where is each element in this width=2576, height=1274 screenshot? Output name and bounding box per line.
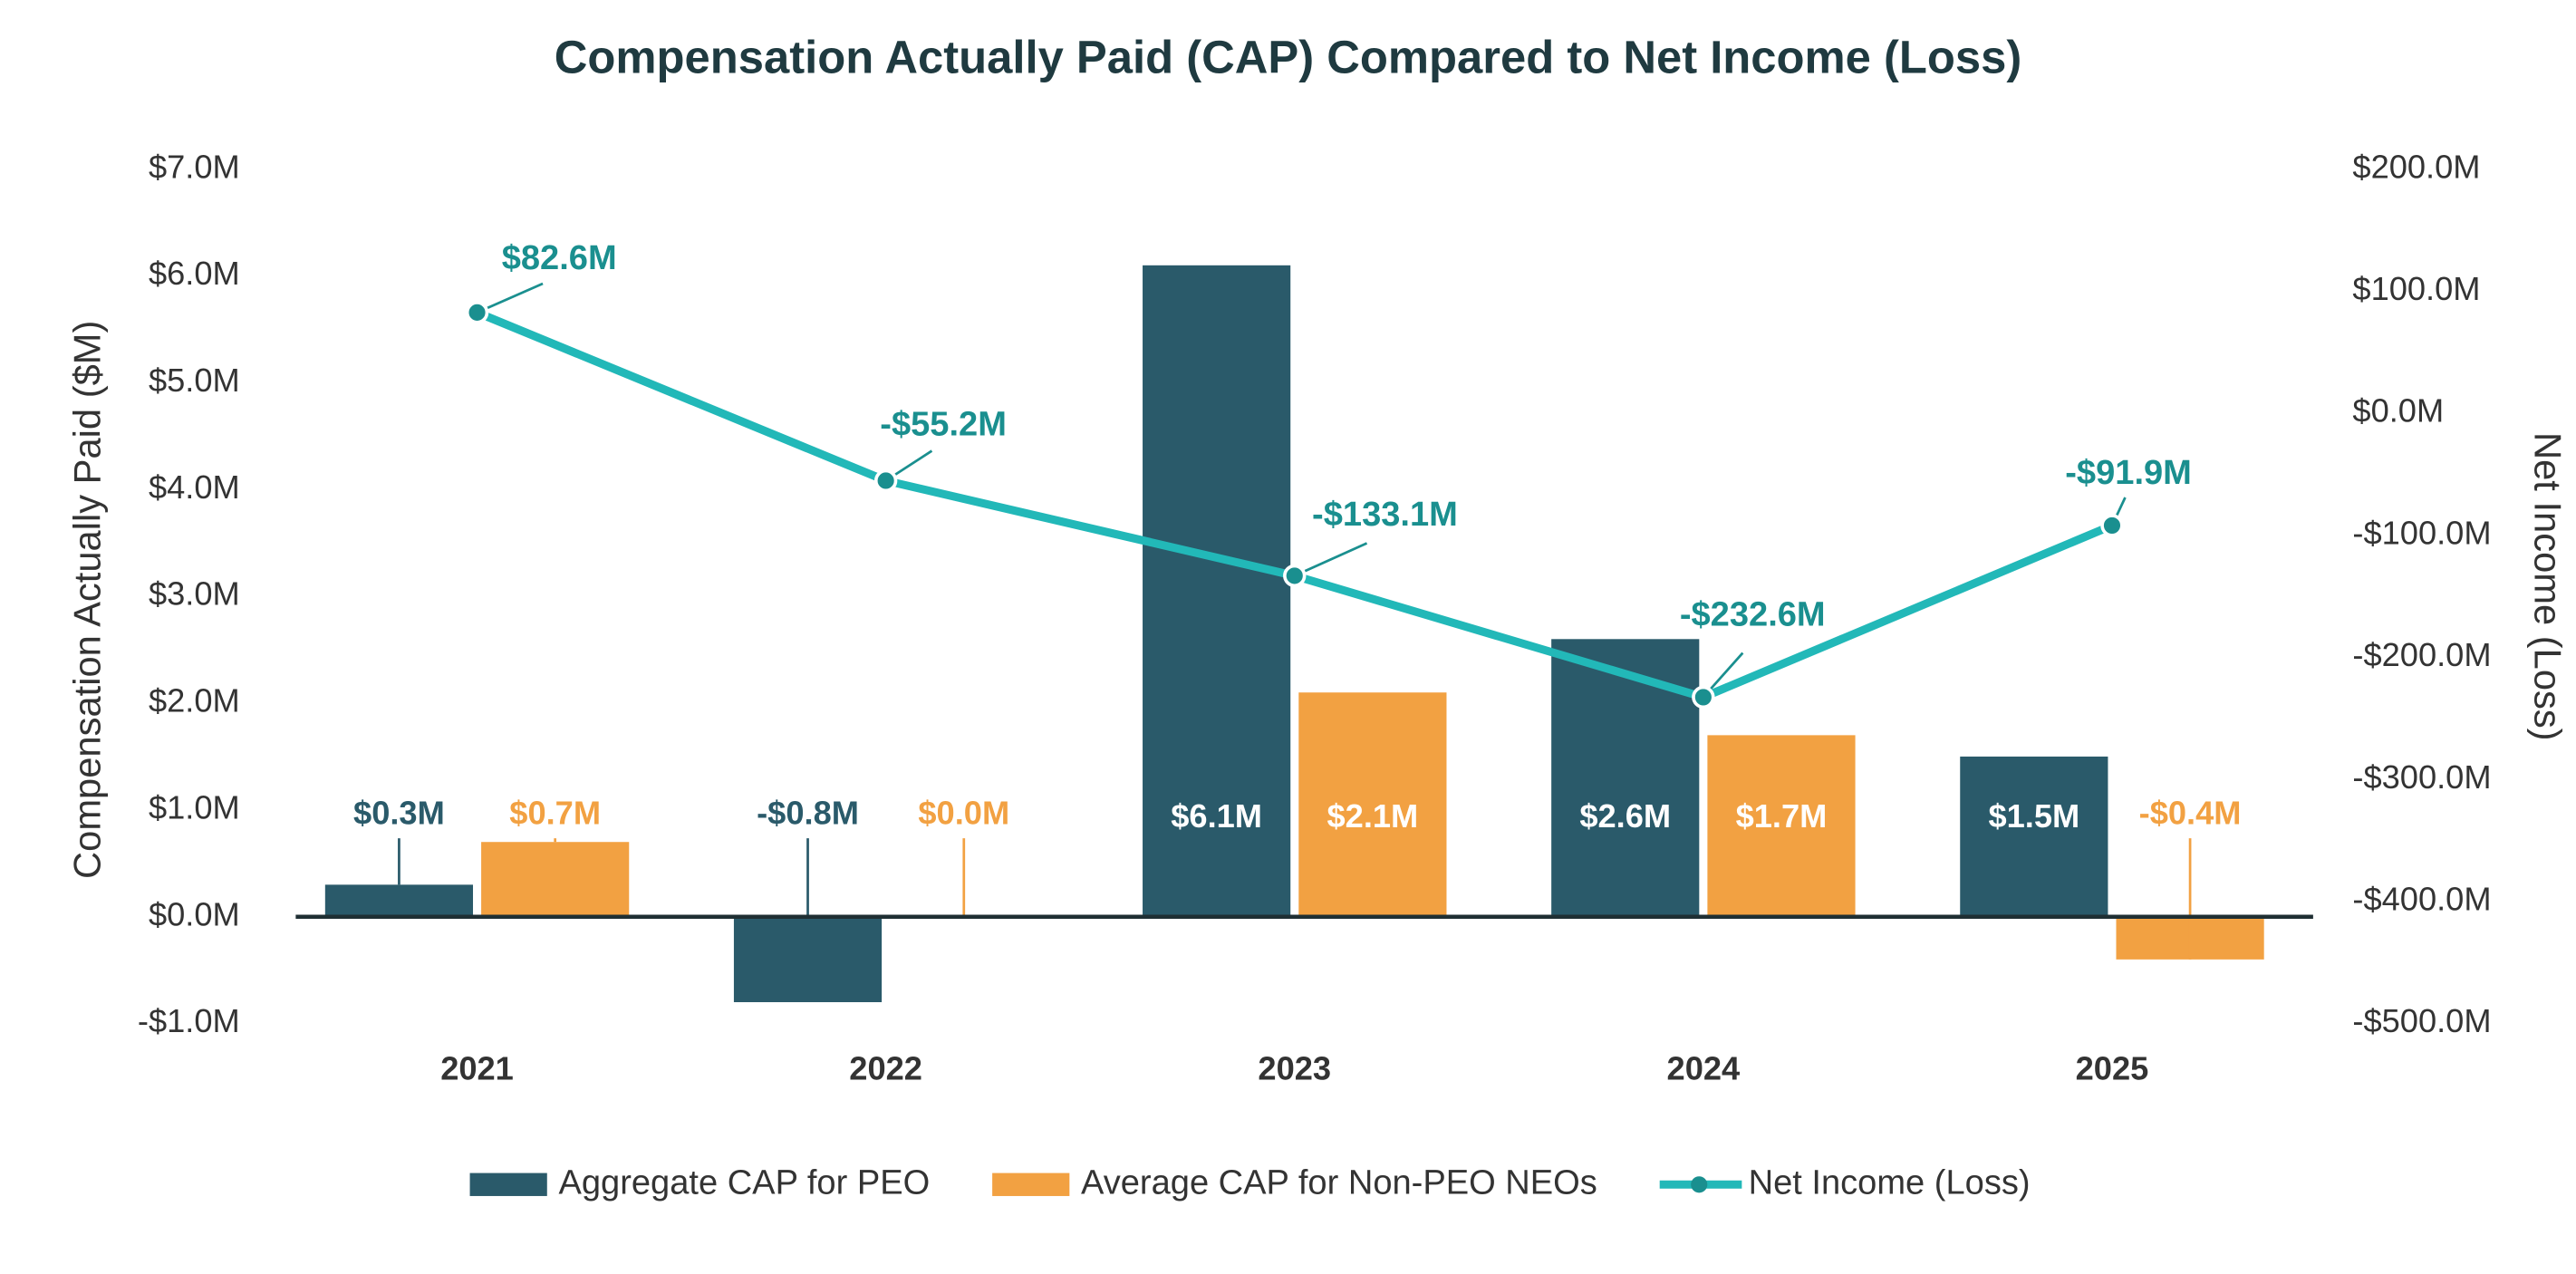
y-tick-label: $5.0M: [149, 362, 240, 399]
line: [475, 308, 2114, 702]
data-label: $0.3M: [353, 794, 445, 831]
chart-title: Compensation Actually Paid (CAP) Compare…: [555, 31, 2022, 82]
y-tick-label: $0.0M: [149, 895, 240, 932]
data-label: -$133.1M: [1312, 496, 1458, 534]
y2-tick-label: -$100.0M: [2352, 514, 2491, 551]
y2-tick-label: -$300.0M: [2352, 758, 2491, 796]
legend-swatch: [1691, 1176, 1708, 1193]
legend-label: Average CAP for Non-PEO NEOs: [1081, 1163, 1597, 1202]
bar: [481, 842, 630, 917]
bar: [324, 884, 474, 917]
line-point: [1283, 564, 1307, 588]
data-label: $6.1M: [1171, 797, 1262, 835]
x-tick-label: 2021: [440, 1050, 514, 1087]
data-label: $1.7M: [1736, 797, 1828, 835]
line-point: [465, 301, 489, 324]
y-tick-label: -$1.0M: [138, 1002, 240, 1039]
legend-label: Net Income (Loss): [1749, 1163, 2031, 1202]
x-tick-label: 2024: [1667, 1050, 1741, 1087]
x-tick-label: 2025: [2076, 1050, 2149, 1087]
y2-tick-label: $200.0M: [2352, 148, 2480, 185]
y-tick-label: $1.0M: [149, 788, 240, 825]
x-tick-label: 2022: [849, 1050, 922, 1087]
data-label: $1.5M: [1988, 797, 2079, 835]
legend-swatch: [992, 1173, 1070, 1196]
line-point: [2100, 514, 2124, 537]
legend-swatch: [469, 1173, 547, 1196]
bar: [1298, 692, 1447, 917]
y2-tick-label: -$200.0M: [2352, 636, 2491, 673]
data-label: $82.6M: [502, 239, 617, 277]
y2-tick-label: -$400.0M: [2352, 880, 2491, 917]
data-label: -$232.6M: [1680, 596, 1826, 634]
leader-line: [1294, 542, 1368, 577]
y2-tick-label: $0.0M: [2352, 392, 2444, 429]
y-tick-label: $4.0M: [149, 468, 240, 506]
x-tick-label: 2023: [1258, 1050, 1331, 1087]
y2-axis-label: Net Income (Loss): [2527, 432, 2570, 741]
data-label: -$55.2M: [880, 406, 1007, 444]
y-tick-label: $7.0M: [149, 148, 240, 185]
data-label: $0.0M: [918, 794, 1009, 831]
line-point: [1692, 685, 1715, 709]
y-tick-label: $3.0M: [149, 575, 240, 613]
bar: [1707, 735, 1856, 917]
bar: [1960, 756, 2108, 917]
y-tick-label: $6.0M: [149, 255, 240, 292]
data-label: -$0.4M: [2139, 794, 2242, 831]
data-label: $2.1M: [1327, 797, 1419, 835]
y2-tick-label: $100.0M: [2352, 270, 2480, 307]
y2-tick-label: -$500.0M: [2352, 1002, 2491, 1039]
y-axis-label: Compensation Actually Paid ($M): [66, 321, 109, 879]
leader-line: [476, 282, 544, 314]
data-label: -$91.9M: [2065, 454, 2192, 492]
data-label: -$0.8M: [757, 794, 859, 831]
data-label: $2.6M: [1579, 797, 1671, 835]
data-label: $0.7M: [509, 794, 601, 831]
y-tick-label: $2.0M: [149, 682, 240, 719]
line-point: [873, 468, 898, 493]
bar: [1551, 639, 1700, 917]
bar: [1143, 265, 1291, 917]
legend-label: Aggregate CAP for PEO: [558, 1163, 930, 1202]
